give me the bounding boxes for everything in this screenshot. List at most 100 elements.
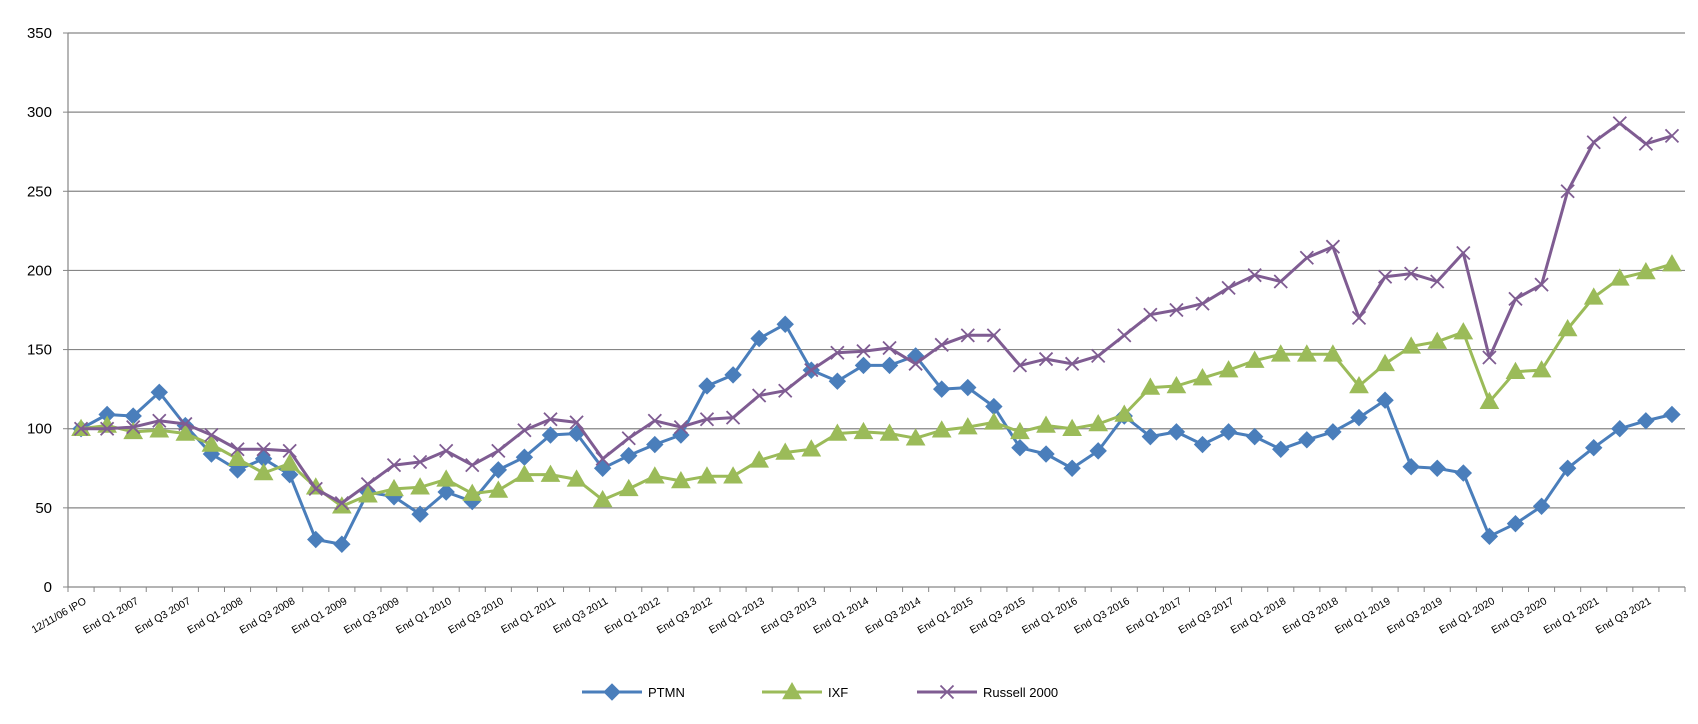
data-point [256, 442, 271, 457]
data-point [725, 410, 741, 425]
data-point [253, 463, 274, 481]
x-tick-label: End Q3 2012 [655, 595, 715, 636]
data-point [1143, 307, 1158, 322]
data-point [569, 415, 584, 430]
data-point [1480, 527, 1499, 546]
x-tick-label: End Q3 2016 [1072, 595, 1132, 636]
data-point [1298, 431, 1316, 449]
data-point [152, 413, 167, 428]
data-point [1586, 135, 1601, 150]
data-point [1638, 136, 1654, 151]
data-point [957, 417, 978, 435]
data-point [1401, 336, 1422, 354]
data-point [436, 469, 457, 487]
data-point [595, 451, 610, 466]
data-point [1453, 322, 1474, 340]
data-point [592, 489, 613, 508]
legend-label: Russell 2000 [983, 685, 1058, 700]
data-point [853, 421, 874, 440]
y-tick-label: 350 [27, 25, 52, 42]
data-point [149, 420, 170, 438]
data-point [1375, 353, 1395, 372]
data-point [1245, 427, 1264, 446]
x-tick-label: End Q3 2021 [1594, 595, 1654, 636]
data-point [73, 421, 89, 436]
legend-marker [603, 683, 621, 701]
data-point [1219, 423, 1238, 441]
series-line [81, 121, 1673, 505]
data-point [905, 428, 926, 446]
data-point [1272, 440, 1290, 458]
data-point [752, 388, 767, 403]
x-tick-label: End Q3 2010 [446, 595, 506, 636]
data-point [1167, 423, 1186, 441]
data-point [1557, 318, 1578, 337]
data-point [618, 478, 639, 497]
data-point [543, 412, 558, 427]
data-point [1324, 423, 1342, 441]
data-point [1064, 356, 1080, 371]
data-point [1585, 439, 1603, 457]
series-russell-2000 [73, 116, 1680, 511]
data-point [1351, 310, 1367, 326]
y-tick-label: 300 [27, 104, 52, 121]
data-point [491, 443, 506, 459]
x-tick-label: End Q3 2020 [1489, 595, 1549, 636]
data-point [828, 372, 847, 390]
data-point [750, 329, 768, 348]
data-point [1091, 348, 1106, 364]
x-tick-label: End Q1 2010 [394, 595, 454, 636]
data-point [1140, 377, 1161, 395]
data-point [986, 328, 1001, 343]
data-point [697, 466, 717, 484]
x-tick-label: End Q1 2009 [290, 595, 350, 636]
data-point [1114, 404, 1135, 422]
data-point [934, 337, 949, 352]
y-tick-label: 250 [27, 183, 52, 200]
data-point [647, 413, 662, 428]
x-tick-label: End Q3 2007 [133, 595, 193, 636]
data-point [749, 450, 769, 468]
data-point [1612, 116, 1627, 131]
data-point [333, 535, 351, 553]
data-point [1195, 296, 1210, 311]
data-point [673, 419, 689, 435]
data-point [1011, 439, 1029, 457]
data-point [1218, 360, 1239, 378]
x-tick-label: End Q1 2014 [811, 595, 871, 636]
x-tick-label: End Q1 2021 [1542, 595, 1602, 636]
data-point [1192, 368, 1213, 386]
data-point [437, 483, 455, 501]
data-point [462, 483, 483, 501]
data-point [358, 485, 378, 503]
data-point [204, 427, 219, 443]
data-point [879, 423, 900, 441]
x-tick-label: End Q1 2018 [1229, 595, 1289, 636]
x-tick-label: End Q3 2018 [1281, 595, 1341, 636]
data-point [360, 476, 376, 492]
data-point [1270, 344, 1291, 362]
data-point [1117, 328, 1132, 343]
data-point [1558, 459, 1577, 477]
data-point [804, 363, 819, 378]
data-point [1273, 274, 1288, 289]
data-point [1404, 266, 1419, 281]
data-point [699, 412, 715, 427]
data-point [1325, 239, 1341, 254]
data-point [931, 420, 952, 438]
data-point [1169, 302, 1184, 318]
data-point [854, 356, 873, 375]
data-point [1637, 412, 1655, 430]
data-point [1430, 274, 1445, 289]
data-point [593, 459, 612, 477]
data-point [282, 443, 297, 459]
data-point [698, 377, 716, 395]
data-point [227, 448, 248, 467]
gridlines [68, 32, 1685, 509]
data-point [1402, 457, 1420, 476]
legend-label: IXF [828, 685, 848, 700]
data-point [230, 442, 245, 457]
data-point [621, 431, 636, 446]
data-point [541, 426, 560, 444]
